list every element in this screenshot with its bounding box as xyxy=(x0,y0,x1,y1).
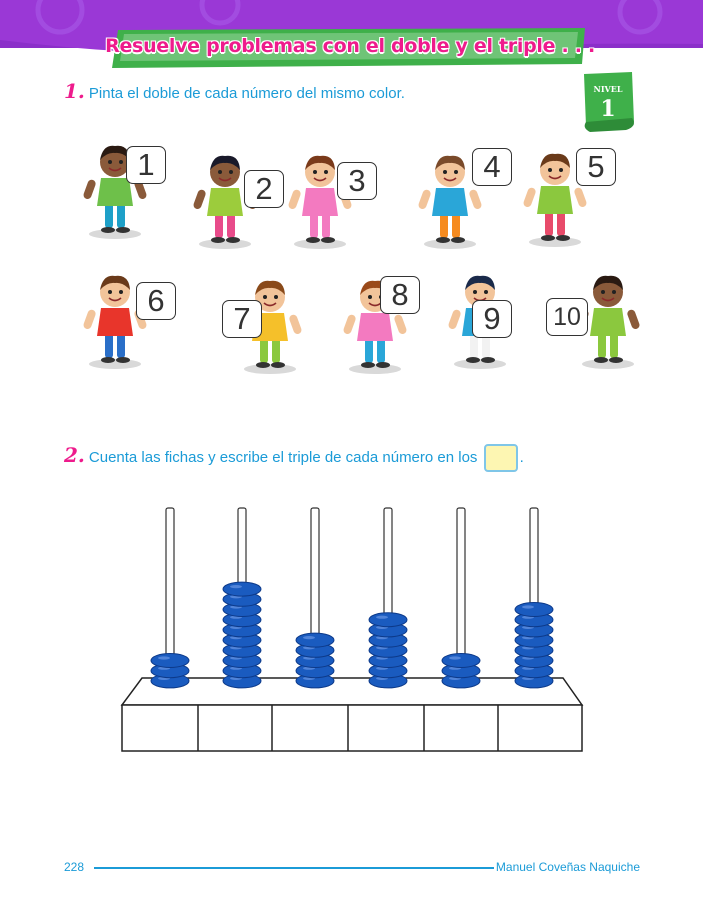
kid-figure-icon xyxy=(288,155,352,249)
number-card-4: 4 xyxy=(472,148,512,186)
page-number: 228 xyxy=(64,860,85,874)
exercise-2-number: 2. xyxy=(64,443,85,467)
answer-box-3[interactable] xyxy=(276,706,348,752)
answer-box-5[interactable] xyxy=(428,706,498,752)
page-title: Resuelve problemas con el doble y el tri… xyxy=(105,35,595,57)
level-number: 1 xyxy=(600,96,615,122)
author: Manuel Coveñas Naquiche xyxy=(495,860,640,874)
footer: 228 Manuel Coveñas Naquiche xyxy=(64,858,640,878)
answer-box-1[interactable] xyxy=(126,706,198,752)
exercise-2-text-end: . xyxy=(519,449,524,466)
kid-figure-icon xyxy=(238,280,302,374)
bead xyxy=(295,632,335,648)
number-card-2: 2 xyxy=(244,170,284,208)
header-banner xyxy=(0,0,703,75)
kid-figure-icon xyxy=(418,155,482,249)
kid-5 xyxy=(515,148,625,258)
kid-figure-icon xyxy=(523,153,587,247)
number-card-6: 6 xyxy=(136,282,176,320)
answer-box-2[interactable] xyxy=(202,706,272,752)
level-badge: NIVEL 1 xyxy=(584,72,634,132)
bead xyxy=(368,612,408,628)
kid-figure-icon xyxy=(343,280,407,374)
exercise-1-instruction: 1. Pinta el doble de cada número del mism… xyxy=(64,79,405,103)
footer-line xyxy=(94,867,494,869)
kid-1 xyxy=(75,140,185,250)
number-card-5: 5 xyxy=(576,148,616,186)
number-card-1: 1 xyxy=(126,146,166,184)
bead xyxy=(441,653,481,668)
kid-3 xyxy=(280,150,390,260)
number-card-7: 7 xyxy=(222,300,262,338)
kid-2 xyxy=(185,150,295,260)
exercise-1-text: Pinta el doble de cada número del mismo … xyxy=(88,85,405,102)
kid-figure-icon xyxy=(193,155,257,249)
abacus-base-top xyxy=(120,677,584,706)
bead xyxy=(222,581,262,597)
number-card-3: 3 xyxy=(337,162,377,200)
answer-box-6[interactable] xyxy=(502,706,582,752)
number-card-8: 8 xyxy=(380,276,420,314)
bead xyxy=(150,653,190,668)
sample-answer-box xyxy=(483,444,518,473)
kid-8 xyxy=(335,275,445,385)
kid-7 xyxy=(230,275,340,385)
number-card-9: 9 xyxy=(472,300,512,338)
kid-figure-icon xyxy=(83,145,147,239)
level-label: NIVEL xyxy=(594,84,623,94)
exercise-2-text: Cuenta las fichas y escribe el triple de… xyxy=(88,449,478,466)
exercise-1-number: 1. xyxy=(64,79,85,103)
answer-box-4[interactable] xyxy=(352,706,424,752)
exercise-2-instruction: 2. Cuenta las fichas y escribe el triple … xyxy=(64,443,524,473)
kid-4 xyxy=(410,150,520,260)
bead xyxy=(514,602,554,617)
number-card-10: 10 xyxy=(546,298,588,336)
